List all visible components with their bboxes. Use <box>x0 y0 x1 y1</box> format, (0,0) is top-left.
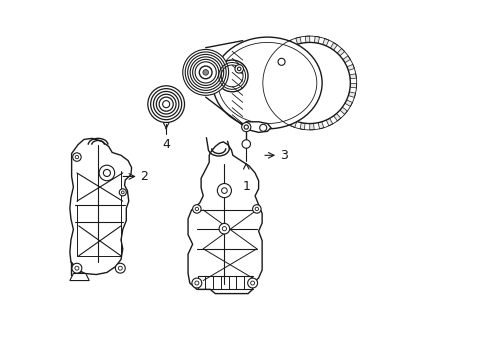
Circle shape <box>147 86 184 122</box>
Polygon shape <box>309 123 314 130</box>
Polygon shape <box>318 122 323 129</box>
Circle shape <box>159 97 173 111</box>
Circle shape <box>244 125 248 129</box>
Circle shape <box>183 49 228 95</box>
Circle shape <box>252 205 261 213</box>
Polygon shape <box>347 92 355 98</box>
Circle shape <box>103 170 110 176</box>
Circle shape <box>118 266 122 270</box>
Polygon shape <box>268 103 276 110</box>
Circle shape <box>237 67 241 71</box>
Polygon shape <box>70 274 89 280</box>
Polygon shape <box>188 142 262 294</box>
Text: 1: 1 <box>242 180 250 193</box>
Polygon shape <box>271 51 279 59</box>
Circle shape <box>72 263 81 273</box>
Polygon shape <box>266 59 274 66</box>
Circle shape <box>150 89 182 120</box>
Polygon shape <box>333 113 340 121</box>
Circle shape <box>259 124 266 131</box>
Polygon shape <box>264 68 271 74</box>
Circle shape <box>241 122 250 132</box>
Circle shape <box>278 58 285 66</box>
Polygon shape <box>346 64 354 71</box>
Polygon shape <box>322 39 328 46</box>
Polygon shape <box>330 42 337 50</box>
Circle shape <box>242 140 250 148</box>
Polygon shape <box>282 116 288 123</box>
Polygon shape <box>339 107 347 114</box>
Text: 2: 2 <box>140 170 148 183</box>
Circle shape <box>75 266 79 270</box>
Text: 4: 4 <box>162 138 170 151</box>
Circle shape <box>73 153 81 161</box>
Circle shape <box>217 184 231 198</box>
Polygon shape <box>278 45 285 53</box>
Polygon shape <box>264 95 272 102</box>
Circle shape <box>121 191 124 194</box>
Polygon shape <box>263 78 269 82</box>
Polygon shape <box>349 84 356 88</box>
Circle shape <box>115 263 125 273</box>
Circle shape <box>255 207 258 211</box>
Polygon shape <box>263 87 269 92</box>
Circle shape <box>119 189 126 196</box>
Polygon shape <box>295 37 301 44</box>
Circle shape <box>75 156 79 159</box>
Circle shape <box>235 65 243 73</box>
Circle shape <box>269 42 349 123</box>
Polygon shape <box>349 74 356 79</box>
Ellipse shape <box>216 60 247 92</box>
Circle shape <box>247 278 257 288</box>
Polygon shape <box>305 36 309 42</box>
Circle shape <box>99 165 114 181</box>
Ellipse shape <box>212 37 322 129</box>
Circle shape <box>195 207 198 211</box>
Polygon shape <box>344 100 352 107</box>
Polygon shape <box>242 122 270 132</box>
Circle shape <box>192 278 202 288</box>
Circle shape <box>203 69 208 75</box>
Polygon shape <box>314 36 319 43</box>
Polygon shape <box>342 56 350 63</box>
Circle shape <box>222 226 226 231</box>
Polygon shape <box>286 40 293 48</box>
Circle shape <box>195 281 199 285</box>
Circle shape <box>221 188 227 193</box>
Circle shape <box>192 205 201 213</box>
Polygon shape <box>337 49 344 56</box>
Circle shape <box>156 94 176 114</box>
Text: 3: 3 <box>279 149 287 162</box>
Circle shape <box>163 101 169 108</box>
Circle shape <box>250 281 254 285</box>
Circle shape <box>199 66 212 79</box>
Polygon shape <box>290 120 296 127</box>
Polygon shape <box>70 138 131 275</box>
Polygon shape <box>300 123 305 130</box>
Polygon shape <box>274 110 282 117</box>
Circle shape <box>219 224 229 234</box>
Polygon shape <box>325 118 332 126</box>
Circle shape <box>153 91 179 117</box>
